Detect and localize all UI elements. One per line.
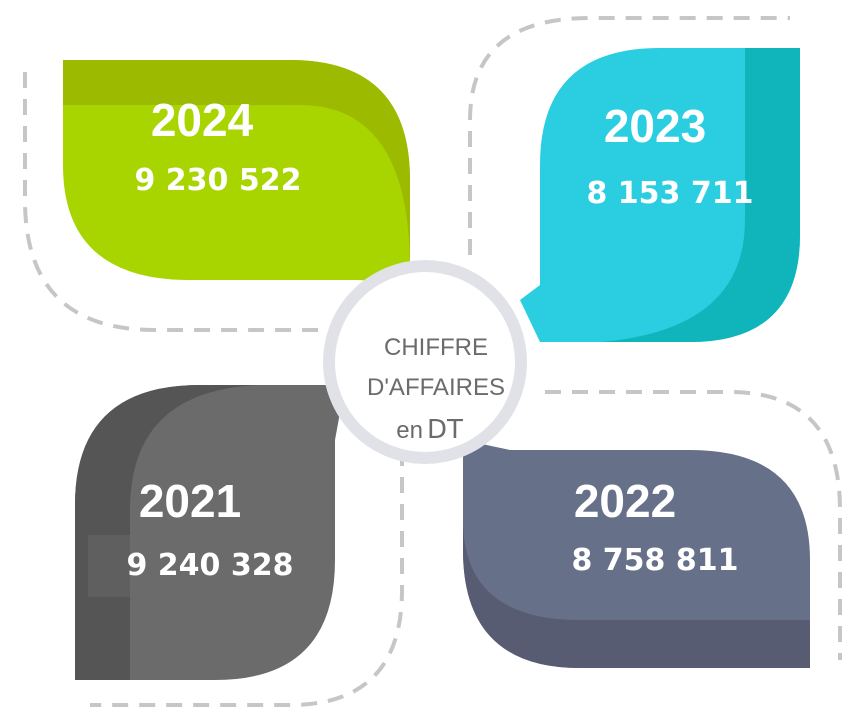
tile-shape	[463, 440, 810, 668]
tile-value: 8 758 811	[571, 543, 738, 578]
tile-value: 8 153 711	[586, 176, 753, 211]
dashed-line	[23, 72, 330, 332]
tile-shade	[63, 60, 410, 270]
center-circle	[323, 260, 527, 464]
tile-year: 2024	[151, 94, 254, 146]
center-label: D'AFFAIRES	[367, 374, 505, 401]
tile-shade	[75, 385, 260, 680]
tile-shade	[600, 48, 800, 342]
tile-shape	[520, 48, 800, 342]
center-label: CHIFFRE	[384, 334, 488, 361]
dashed-line	[90, 450, 404, 707]
dashed-line	[468, 16, 790, 255]
tile-value: 9 230 522	[134, 163, 301, 198]
tile-shape	[75, 385, 345, 680]
tile-shape	[63, 60, 410, 285]
tile-shade	[88, 535, 130, 597]
tile-year: 2022	[574, 475, 676, 527]
tile-2021: 2021 9 240 328	[75, 385, 345, 680]
tile-year: 2023	[604, 100, 706, 152]
center-label: en	[396, 417, 423, 444]
tile-2023: 2023 8 153 711	[520, 48, 800, 342]
dashed-line	[545, 390, 842, 660]
tile-shade	[463, 520, 810, 668]
tile-2022: 2022 8 758 811	[463, 440, 810, 668]
tile-year: 2021	[139, 475, 241, 527]
tile-value: 9 240 328	[126, 548, 293, 583]
tile-2024: 2024 9 230 522	[63, 60, 410, 285]
center-label: DT	[427, 415, 463, 445]
